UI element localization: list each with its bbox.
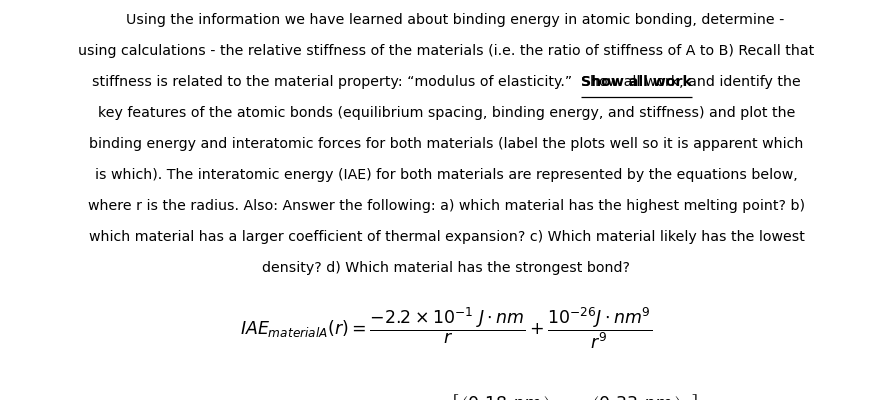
Text: which material has a larger coefficient of thermal expansion? c) Which material : which material has a larger coefficient …	[88, 230, 805, 244]
Text: binding energy and interatomic forces for both materials (label the plots well s: binding energy and interatomic forces fo…	[89, 137, 804, 151]
Text: key features of the atomic bonds (equilibrium spacing, binding energy, and stiff: key features of the atomic bonds (equili…	[98, 106, 795, 120]
Text: is which). The interatomic energy (IAE) for both materials are represented by th: is which). The interatomic energy (IAE) …	[96, 168, 797, 182]
Text: $\mathit{IAE}_{\mathit{materialA}}(r) = \dfrac{-2.2 \times 10^{-1}\ J \cdot nm}{: $\mathit{IAE}_{\mathit{materialA}}(r) = …	[240, 306, 653, 352]
Text: where r is the radius. Also: Answer the following: a) which material has the hig: where r is the radius. Also: Answer the …	[88, 199, 805, 213]
Text: stiffness is related to the material property: “modulus of elasticity.”  Show al: stiffness is related to the material pro…	[92, 75, 801, 89]
Text: $\mathit{IAE}_{\mathit{materialB}}(r) = 4 * 2.2 \times 10^{-2}\ J\left[\left(\df: $\mathit{IAE}_{\mathit{materialB}}(r) = …	[195, 392, 698, 400]
Text: Show all work: Show all work	[581, 75, 692, 89]
Text: using calculations - the relative stiffness of the materials (i.e. the ratio of : using calculations - the relative stiffn…	[79, 44, 814, 58]
Text: density? d) Which material has the strongest bond?: density? d) Which material has the stron…	[263, 261, 630, 275]
Text: Using the information we have learned about binding energy in atomic bonding, de: Using the information we have learned ab…	[108, 13, 785, 27]
